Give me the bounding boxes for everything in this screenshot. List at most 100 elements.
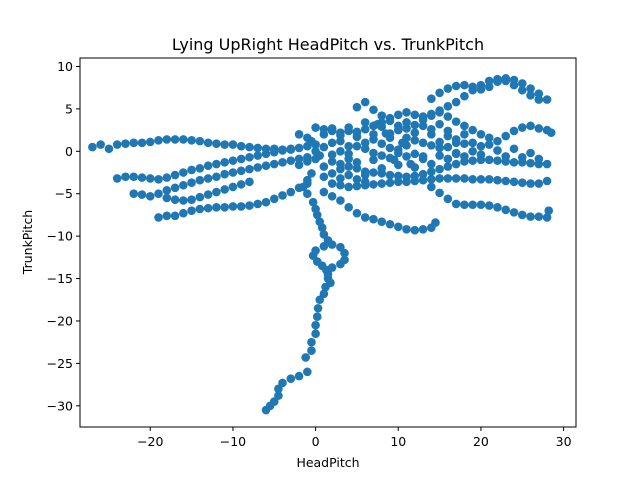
data-point [484,175,494,184]
y-tick-label: 10 [57,59,73,74]
data-point [307,169,316,178]
data-point [443,142,453,152]
data-point [170,183,180,193]
scatter-points [88,74,556,415]
data-point [278,378,287,388]
data-point [406,159,415,169]
data-point [154,175,163,184]
data-point [253,143,263,153]
data-point [269,147,279,157]
data-point [517,178,527,187]
data-point [137,173,147,182]
data-point [303,189,312,199]
data-point [121,172,130,182]
data-point [402,107,411,117]
data-point [460,91,469,101]
data-point [311,320,320,330]
data-point [336,164,345,174]
y-tick-label: −20 [47,313,73,328]
data-point [336,259,345,269]
data-point [410,128,420,137]
data-point [298,182,308,192]
y-axis-label: TrunkPitch [20,210,35,275]
data-point [509,158,519,167]
y-tick-label: −30 [47,398,73,413]
data-point [484,201,494,210]
data-point [435,164,444,174]
data-point [418,225,428,234]
data-point [484,155,494,165]
data-point [236,154,246,164]
data-point [542,159,552,169]
data-point [451,138,461,148]
data-point [145,174,155,183]
data-point [179,135,188,144]
data-point [286,156,296,165]
data-point [327,124,337,133]
data-point [294,143,304,153]
data-point [534,179,544,188]
data-point [460,130,469,139]
y-tick-label: 5 [65,101,73,116]
data-point [484,76,494,86]
data-point [476,200,486,210]
data-point [435,151,444,160]
data-point [212,139,221,148]
data-point [377,151,387,160]
data-point [286,187,296,197]
data-point [327,150,337,160]
data-point [236,166,246,176]
data-point [509,144,519,154]
x-tick-label: 10 [390,434,406,449]
data-point [104,144,114,154]
data-point [389,155,399,165]
data-point [236,202,246,211]
data-point [526,212,535,221]
data-point [308,197,318,207]
data-point [509,177,519,187]
data-point [460,121,469,131]
data-point [385,116,395,126]
data-point [427,124,436,134]
data-point [460,174,469,183]
data-point [112,174,122,183]
y-tick-label: −15 [47,271,73,286]
data-point [377,163,387,173]
data-point [410,176,420,186]
x-tick-label: 20 [473,434,489,449]
data-point [228,168,238,177]
data-point [427,141,436,150]
data-point [476,85,486,94]
data-point [162,135,172,144]
data-point [195,204,205,214]
data-point [427,175,436,184]
data-point [312,312,322,322]
data-point [501,152,511,161]
data-point [393,110,403,120]
data-point [336,180,345,190]
data-point [517,85,527,95]
data-point [517,79,527,88]
data-point [410,135,420,145]
data-point [245,164,254,174]
data-point [369,214,378,224]
data-point [493,175,502,185]
data-point [220,169,229,179]
data-point [137,138,147,148]
data-point [319,289,329,299]
data-point [301,353,310,362]
data-point [323,270,333,279]
data-point [393,171,403,181]
data-point [311,123,320,132]
data-point [170,135,180,144]
data-point [129,189,139,199]
data-point [418,175,428,185]
data-point [313,303,323,313]
data-point [352,175,362,184]
data-point [228,182,238,192]
data-point [303,367,312,377]
data-point [534,124,544,133]
data-point [460,200,469,210]
data-point [369,130,378,139]
data-point [385,219,395,229]
